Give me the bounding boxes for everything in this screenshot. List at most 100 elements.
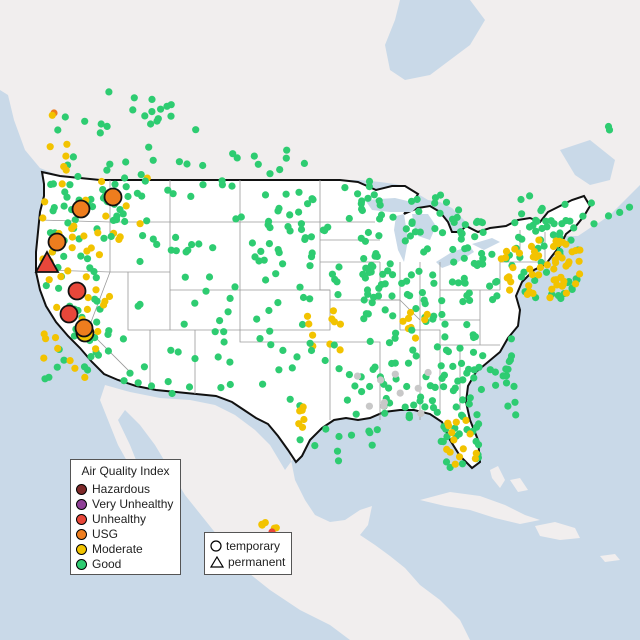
monitor-marker[interactable] xyxy=(92,274,100,282)
monitor-marker[interactable] xyxy=(306,339,314,347)
monitor-marker[interactable] xyxy=(258,521,266,529)
monitor-marker[interactable] xyxy=(507,278,515,286)
monitor-marker[interactable] xyxy=(526,192,534,200)
monitor-marker[interactable] xyxy=(450,218,458,226)
monitor-marker[interactable] xyxy=(211,328,219,336)
monitor-marker[interactable] xyxy=(526,265,534,273)
monitor-marker[interactable] xyxy=(472,437,480,445)
monitor-marker[interactable] xyxy=(299,293,308,302)
monitor-marker[interactable] xyxy=(126,369,134,377)
monitor-marker[interactable] xyxy=(233,154,241,162)
monitor-marker[interactable] xyxy=(164,186,172,194)
monitor-marker[interactable] xyxy=(358,388,366,396)
monitor-marker[interactable] xyxy=(409,346,417,354)
monitor-marker[interactable] xyxy=(358,206,366,215)
monitor-marker[interactable] xyxy=(351,382,359,390)
monitor-marker[interactable] xyxy=(202,287,210,295)
monitor-marker[interactable] xyxy=(191,355,199,363)
monitor-marker[interactable] xyxy=(525,288,534,296)
monitor-marker[interactable] xyxy=(185,383,194,391)
monitor-marker[interactable] xyxy=(286,395,294,403)
monitor-marker[interactable] xyxy=(552,259,560,267)
monitor-marker[interactable] xyxy=(417,393,425,401)
monitor-marker[interactable] xyxy=(370,191,378,199)
monitor-marker[interactable] xyxy=(459,298,467,306)
monitor-marker[interactable] xyxy=(625,203,634,211)
monitor-marker[interactable] xyxy=(61,188,69,196)
monitor-marker[interactable] xyxy=(557,273,565,281)
monitor-marker[interactable] xyxy=(328,270,336,278)
monitor-marker[interactable] xyxy=(102,212,110,220)
monitor-marker[interactable] xyxy=(561,200,569,208)
monitor-marker[interactable] xyxy=(54,344,62,352)
monitor-marker[interactable] xyxy=(94,229,102,237)
monitor-marker[interactable] xyxy=(335,263,343,271)
monitor-marker[interactable] xyxy=(71,364,79,372)
monitor-marker[interactable] xyxy=(488,250,496,258)
monitor-marker[interactable] xyxy=(279,346,287,354)
monitor-marker[interactable] xyxy=(306,295,314,303)
monitor-marker[interactable] xyxy=(458,230,466,238)
monitor-marker[interactable] xyxy=(253,315,261,323)
monitor-marker[interactable] xyxy=(412,305,420,313)
monitor-marker[interactable] xyxy=(507,352,516,360)
monitor-marker[interactable] xyxy=(472,218,481,227)
monitor-marker[interactable] xyxy=(461,279,469,287)
monitor-marker[interactable] xyxy=(93,318,101,326)
monitor-marker[interactable] xyxy=(55,284,63,292)
monitor-marker[interactable] xyxy=(105,88,113,96)
monitor-marker[interactable] xyxy=(493,292,501,300)
monitor-marker[interactable] xyxy=(502,247,511,255)
monitor-marker[interactable] xyxy=(124,192,132,201)
monitor-marker[interactable] xyxy=(364,290,372,298)
monitor-marker[interactable] xyxy=(265,306,273,315)
monitor-marker[interactable] xyxy=(396,389,404,397)
monitor-marker[interactable] xyxy=(443,433,451,441)
monitor-marker[interactable] xyxy=(81,117,89,125)
monitor-marker[interactable] xyxy=(282,154,290,162)
monitor-marker[interactable] xyxy=(450,258,458,266)
monitor-marker[interactable] xyxy=(306,262,314,270)
monitor-marker[interactable] xyxy=(229,150,237,158)
monitor-marker[interactable] xyxy=(414,384,422,392)
monitor-marker[interactable] xyxy=(458,460,467,468)
monitor-marker[interactable] xyxy=(105,292,114,301)
monitor-marker[interactable] xyxy=(63,140,71,148)
monitor-marker[interactable] xyxy=(58,180,66,188)
monitor-marker[interactable] xyxy=(455,453,464,461)
monitor-marker[interactable] xyxy=(466,394,474,402)
monitor-marker[interactable] xyxy=(91,295,99,303)
monitor-marker[interactable] xyxy=(381,280,389,288)
monitor-marker[interactable] xyxy=(353,372,362,380)
monitor-marker[interactable] xyxy=(77,252,85,260)
monitor-marker[interactable] xyxy=(231,283,239,291)
monitor-marker[interactable] xyxy=(68,233,76,241)
monitor-marker[interactable] xyxy=(62,152,70,160)
monitor-marker[interactable] xyxy=(517,195,525,204)
monitor-marker[interactable] xyxy=(587,199,596,207)
monitor-marker[interactable] xyxy=(470,374,478,382)
monitor-marker[interactable] xyxy=(504,402,512,410)
monitor-marker[interactable] xyxy=(511,398,519,406)
monitor-marker[interactable] xyxy=(426,382,434,390)
monitor-marker[interactable] xyxy=(509,264,517,272)
monitor-marker[interactable] xyxy=(148,108,156,116)
monitor-marker[interactable] xyxy=(465,365,473,373)
monitor-marker[interactable] xyxy=(452,418,460,426)
monitor-marker[interactable] xyxy=(527,242,536,250)
monitor-marker[interactable] xyxy=(307,346,316,355)
monitor-marker[interactable] xyxy=(576,246,584,254)
monitor-marker[interactable] xyxy=(517,273,526,281)
monitor-marker[interactable] xyxy=(567,236,575,244)
monitor-marker[interactable] xyxy=(465,400,473,408)
monitor-marker[interactable] xyxy=(472,449,480,457)
monitor-marker[interactable] xyxy=(537,207,545,215)
monitor-marker[interactable] xyxy=(149,235,157,243)
monitor-marker[interactable] xyxy=(492,278,500,286)
monitor-marker[interactable] xyxy=(40,354,48,362)
monitor-marker[interactable] xyxy=(83,305,91,313)
monitor-marker[interactable] xyxy=(167,246,175,254)
monitor-marker[interactable] xyxy=(293,353,301,361)
monitor-marker[interactable] xyxy=(455,206,463,214)
monitor-marker[interactable] xyxy=(391,370,399,378)
